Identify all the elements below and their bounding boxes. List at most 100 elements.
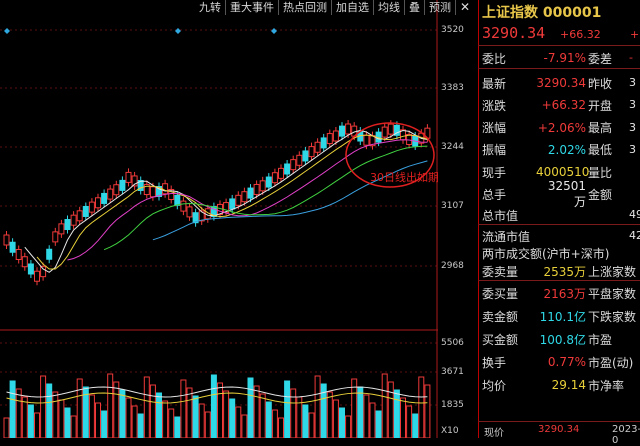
- price-tick: 2968: [441, 261, 464, 271]
- volume-bar: [162, 400, 169, 439]
- candle: [278, 167, 284, 179]
- quote-row: 卖金额 110.1亿 下跌家数: [482, 307, 640, 327]
- volume-bar: [186, 387, 193, 439]
- quote-label-secondary: 市盈(动): [588, 355, 634, 370]
- volume-bar: [149, 384, 156, 439]
- status-bar: 现价 3290.34 2023-0: [478, 422, 640, 446]
- quote-label: 现手: [482, 165, 507, 180]
- status-date: 2023-0: [612, 424, 640, 446]
- toolbar-overlay[interactable]: 叠: [404, 0, 424, 15]
- candle: [125, 171, 132, 183]
- quote-label: 振幅: [482, 143, 507, 158]
- volume-bar: [284, 380, 291, 439]
- price-tick: 3383: [441, 83, 464, 93]
- volume-bar: [400, 397, 406, 439]
- ma-line: [36, 134, 428, 270]
- candle: [70, 214, 77, 226]
- annotation-text: 30日线出如期反弹: [370, 170, 438, 184]
- ma-line: [67, 139, 428, 261]
- candle: [156, 185, 162, 197]
- candle: [174, 194, 181, 206]
- quote-row: 流通市值: [482, 226, 640, 246]
- quote-label-secondary: 市净率: [588, 378, 625, 393]
- volume-bar: [3, 417, 10, 439]
- quote-label: 两市成交额(沪市+深市): [482, 246, 610, 261]
- volume-bar: [363, 394, 370, 439]
- volume-bar: [290, 388, 297, 439]
- toolbar-forecast[interactable]: 预测: [424, 0, 455, 15]
- quote-label-secondary: 委差: [588, 51, 613, 66]
- volume-bar: [34, 412, 40, 439]
- volume-tick: 3671: [441, 367, 464, 377]
- volume-bar: [393, 389, 400, 439]
- candle: [52, 231, 59, 243]
- close-icon[interactable]: ✕: [455, 0, 474, 15]
- quote-value-right: -: [629, 51, 633, 64]
- candle: [82, 205, 89, 217]
- toolbar-add-watchlist[interactable]: 加自选: [331, 0, 373, 15]
- candle: [210, 206, 217, 218]
- candle: [101, 192, 108, 204]
- volume-bar: [381, 373, 388, 439]
- candle: [95, 197, 101, 209]
- candle: [88, 201, 95, 213]
- ma-line: [152, 160, 428, 241]
- toolbar-hot-backtest[interactable]: 热点回测: [278, 0, 331, 15]
- quote-label: 买金额: [482, 332, 519, 347]
- volume-bar: [15, 388, 22, 439]
- kline-chart-area[interactable]: 30日线出如期反弹 3520 3383 3244 3107 2968 5506 …: [0, 0, 464, 439]
- quote-row: 最新 3290.34 昨收: [482, 73, 640, 93]
- candle: [235, 194, 242, 206]
- volume-bar: [192, 395, 199, 439]
- candle: [186, 206, 193, 218]
- volume-bar: [95, 402, 101, 439]
- toolbar-moving-average[interactable]: 均线: [373, 0, 404, 15]
- quote-label-secondary: 开盘: [588, 98, 613, 113]
- volume-bar: [302, 404, 309, 439]
- quote-panel: [478, 0, 640, 438]
- candle: [149, 186, 156, 198]
- divider: [478, 280, 640, 281]
- candle: [381, 126, 388, 138]
- candle: [363, 134, 370, 146]
- candle: [137, 179, 144, 191]
- candle: [296, 154, 303, 166]
- volume-bar: [119, 389, 126, 439]
- toolbar-nine-turn[interactable]: 九转: [199, 1, 221, 14]
- quote-row: 两市成交额(沪市+深市): [482, 243, 640, 263]
- toolbar-major-events[interactable]: 重大事件: [225, 0, 278, 15]
- volume-bar: [125, 397, 132, 439]
- volume-tick: X10: [441, 426, 459, 436]
- candle: [168, 189, 175, 201]
- ma-line: [103, 145, 428, 251]
- volume-bar: [70, 415, 77, 439]
- volume-bar: [180, 379, 187, 439]
- volume-bar: [351, 378, 358, 439]
- volume-bar: [168, 408, 175, 439]
- quote-row: 委比 -7.91% 委差: [482, 48, 640, 68]
- quote-row: 换手 0.77% 市盈(动): [482, 352, 640, 372]
- volume-bar: [40, 375, 47, 439]
- candle: [34, 270, 40, 282]
- quote-value: 2163万: [543, 287, 586, 302]
- candle: [162, 183, 169, 195]
- quote-value: +2.06%: [537, 120, 586, 135]
- candle: [247, 187, 254, 199]
- quote-label-secondary: 上涨家数: [588, 264, 637, 279]
- price-tick: 3520: [441, 25, 464, 35]
- candle: [290, 159, 297, 171]
- volume-ma-line: [6, 392, 428, 404]
- volume-bar: [113, 381, 120, 439]
- quote-value: 110.1亿: [539, 310, 586, 325]
- quote-label: 委卖量: [482, 264, 519, 279]
- volume-ma-line: [6, 386, 428, 398]
- volume-bar: [247, 377, 254, 439]
- volume-ma-lines: [6, 386, 428, 404]
- kline-chart-svg[interactable]: 30日线出如期反弹: [0, 0, 461, 439]
- quote-value: 4000510: [536, 165, 590, 180]
- volume-bar: [265, 401, 272, 439]
- quote-row: 涨跌 +66.32 开盘: [482, 95, 640, 115]
- quote-value-right: 42: [629, 229, 640, 242]
- volume-bar: [357, 386, 364, 439]
- volume-bar: [88, 394, 95, 439]
